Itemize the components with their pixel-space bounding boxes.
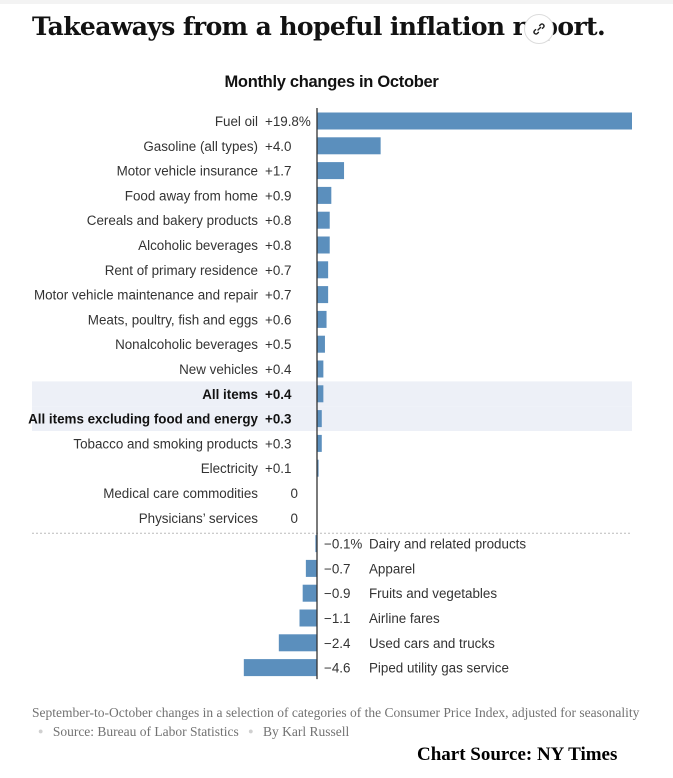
category-label: Airline fares: [369, 611, 440, 626]
bar: [302, 584, 317, 602]
bar: [305, 559, 317, 577]
value-label: +0.5: [265, 337, 291, 352]
bar: [317, 112, 632, 130]
bar: [317, 211, 330, 229]
bar: [299, 609, 317, 627]
top-border: [0, 0, 673, 4]
category-label: Cereals and bakery products: [87, 213, 258, 228]
category-label: Dairy and related products: [369, 537, 526, 552]
category-label: Electricity: [201, 461, 259, 476]
value-label: 0: [291, 486, 298, 501]
category-label: Food away from home: [125, 188, 258, 203]
category-label: Tobacco and smoking products: [73, 436, 258, 451]
value-label: +0.1: [265, 461, 291, 476]
value-label: +19.8%: [265, 114, 311, 129]
bar-chart: Fuel oil +19.8% Gasoline (all types) +4.0 Mo…: [28, 108, 632, 680]
category-label: All items: [202, 387, 258, 402]
separator-dot: ●: [38, 726, 44, 736]
category-label: Motor vehicle insurance: [117, 164, 258, 179]
value-label: +0.8: [265, 213, 291, 228]
chart-caption: September-to-October changes in a select…: [32, 704, 642, 741]
bar: [243, 659, 317, 677]
bar: [317, 186, 332, 204]
category-label: Motor vehicle maintenance and repair: [34, 288, 259, 303]
value-label: +4.0: [265, 139, 291, 154]
bar: [317, 286, 329, 304]
value-label: +0.9: [265, 188, 291, 203]
chart-source-credit: Chart Source: NY Times: [417, 744, 618, 765]
bar: [317, 261, 329, 279]
value-label: −0.7: [324, 561, 350, 576]
category-label: Gasoline (all types): [143, 139, 258, 154]
value-label: +0.8: [265, 238, 291, 253]
value-label: 0: [291, 511, 298, 526]
category-label: Used cars and trucks: [369, 636, 495, 651]
category-label: Nonalcoholic beverages: [115, 337, 258, 352]
highlight-band: [32, 406, 632, 431]
category-label: New vehicles: [179, 362, 258, 377]
category-label: Apparel: [369, 561, 415, 576]
bar: [317, 410, 322, 428]
category-label: Medical care commodities: [103, 486, 258, 501]
category-label: All items excluding food and energy: [28, 412, 258, 427]
bar: [317, 137, 381, 155]
category-label: Rent of primary residence: [105, 263, 258, 278]
category-label: Piped utility gas service: [369, 661, 509, 676]
source-text: Source: Bureau of Labor Statistics: [52, 724, 239, 739]
headline: Takeaways from a hopeful inflation repor…: [32, 12, 606, 41]
value-label: +0.4: [265, 362, 292, 377]
bar: [317, 360, 324, 378]
category-label: Fuel oil: [215, 114, 258, 129]
value-label: +0.3: [265, 436, 291, 451]
caption-text: September-to-October changes in a select…: [32, 705, 640, 720]
copy-link-button[interactable]: [524, 14, 554, 44]
bar: [317, 459, 319, 477]
bar: [317, 434, 322, 452]
value-label: −0.1%: [324, 537, 362, 552]
bar: [315, 535, 317, 553]
category-label: Alcoholic beverages: [138, 238, 258, 253]
value-label: −4.6: [324, 661, 350, 676]
bar: [317, 335, 325, 353]
byline: By Karl Russell: [262, 724, 350, 739]
value-label: +0.3: [265, 412, 291, 427]
link-icon: [533, 23, 545, 35]
value-label: +0.7: [265, 288, 291, 303]
bar: [317, 385, 324, 403]
category-label: Physicians’ services: [139, 511, 259, 526]
bar: [317, 310, 327, 328]
bar: [317, 236, 330, 254]
category-label: Fruits and vegetables: [369, 586, 497, 601]
value-label: +0.7: [265, 263, 291, 278]
value-label: +0.4: [265, 387, 292, 402]
bar: [317, 162, 345, 180]
category-label: Meats, poultry, fish and eggs: [88, 312, 259, 327]
bar: [278, 634, 317, 652]
highlight-band: [32, 381, 632, 407]
value-label: −2.4: [324, 636, 351, 651]
value-label: +0.6: [265, 312, 291, 327]
chart-title: Monthly changes in October: [224, 73, 439, 91]
value-label: +1.7: [265, 164, 291, 179]
separator-dot: ●: [248, 726, 254, 736]
value-label: −1.1: [324, 611, 350, 626]
value-label: −0.9: [324, 586, 350, 601]
